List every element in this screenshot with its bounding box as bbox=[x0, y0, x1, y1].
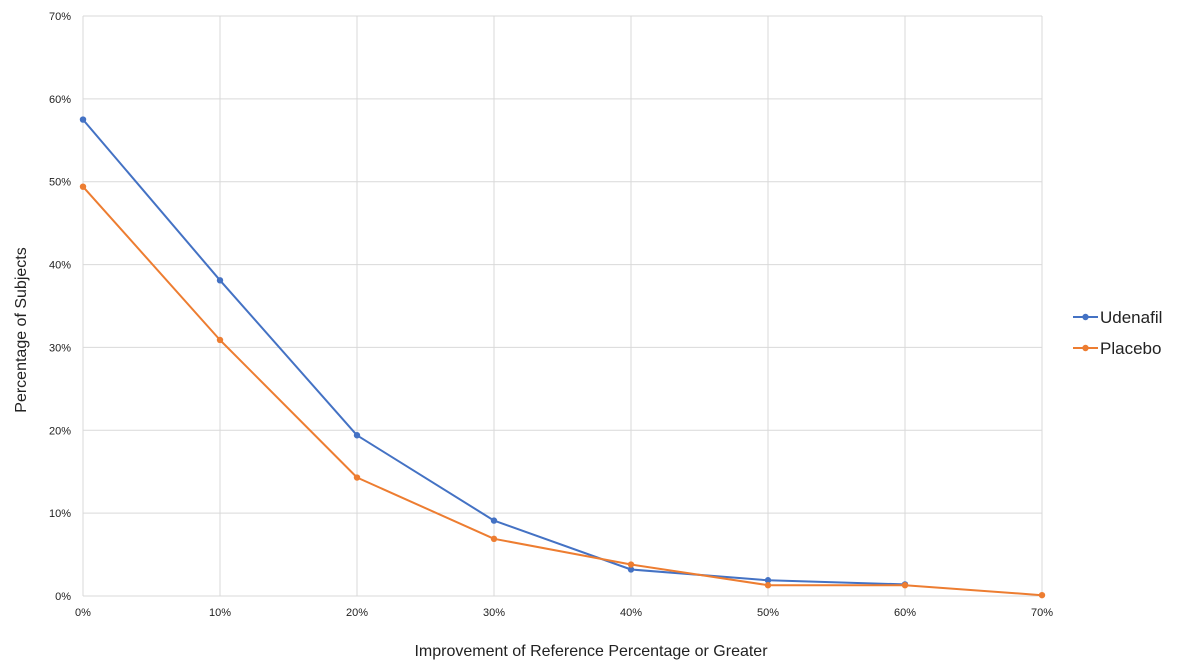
data-point-udenafil bbox=[627, 566, 635, 573]
series-placebo bbox=[79, 183, 1046, 599]
legend-item-placebo: Placebo bbox=[1073, 339, 1161, 358]
data-point-placebo bbox=[490, 535, 498, 543]
y-axis-title: Percentage of Subjects bbox=[13, 247, 30, 412]
x-tick-label: 10% bbox=[209, 607, 231, 619]
data-point-placebo bbox=[1038, 591, 1046, 599]
y-tick-label: 60% bbox=[49, 94, 71, 106]
series-line-placebo bbox=[82, 186, 1043, 597]
data-point-placebo bbox=[901, 582, 909, 589]
gridlines bbox=[82, 15, 1043, 597]
y-tick-label: 70% bbox=[49, 11, 71, 23]
data-point-placebo bbox=[627, 561, 635, 568]
y-tick-label: 50% bbox=[49, 177, 71, 189]
legend: Udenafil Placebo bbox=[1073, 308, 1162, 358]
data-point-udenafil bbox=[764, 577, 772, 584]
data-point-udenafil bbox=[79, 116, 87, 123]
data-point-udenafil bbox=[216, 277, 224, 284]
x-tick-label: 70% bbox=[1031, 607, 1053, 619]
data-point-udenafil bbox=[490, 517, 498, 524]
x-tick-label: 30% bbox=[483, 607, 505, 619]
y-tick-label: 20% bbox=[49, 425, 71, 437]
legend-item-udenafil: Udenafil bbox=[1073, 308, 1162, 327]
legend-swatch-marker bbox=[1082, 344, 1089, 352]
x-axis-title: Improvement of Reference Percentage or G… bbox=[414, 643, 768, 660]
x-tick-label: 50% bbox=[757, 607, 779, 619]
y-tick-label: 40% bbox=[49, 260, 71, 272]
x-axis-ticks: 0% 10% 20% 30% 40% 50% 60% 70% bbox=[75, 607, 1053, 619]
data-point-udenafil bbox=[353, 432, 361, 439]
data-point-placebo bbox=[79, 183, 87, 190]
x-tick-label: 40% bbox=[620, 607, 642, 619]
data-point-placebo bbox=[216, 336, 224, 344]
y-axis-ticks: 0% 10% 20% 30% 40% 50% 60% 70% bbox=[49, 11, 71, 603]
data-point-placebo bbox=[764, 582, 772, 589]
x-tick-label: 20% bbox=[346, 607, 368, 619]
y-tick-label: 30% bbox=[49, 342, 71, 354]
legend-swatch-marker bbox=[1082, 313, 1089, 321]
x-tick-label: 0% bbox=[75, 607, 91, 619]
series-udenafil bbox=[79, 116, 909, 588]
x-tick-label: 60% bbox=[894, 607, 916, 619]
series-layer bbox=[79, 116, 1046, 599]
legend-label: Udenafil bbox=[1100, 308, 1162, 327]
legend-label: Placebo bbox=[1100, 339, 1161, 358]
y-tick-label: 10% bbox=[49, 508, 71, 520]
data-point-placebo bbox=[353, 474, 361, 481]
y-tick-label: 0% bbox=[55, 591, 71, 603]
